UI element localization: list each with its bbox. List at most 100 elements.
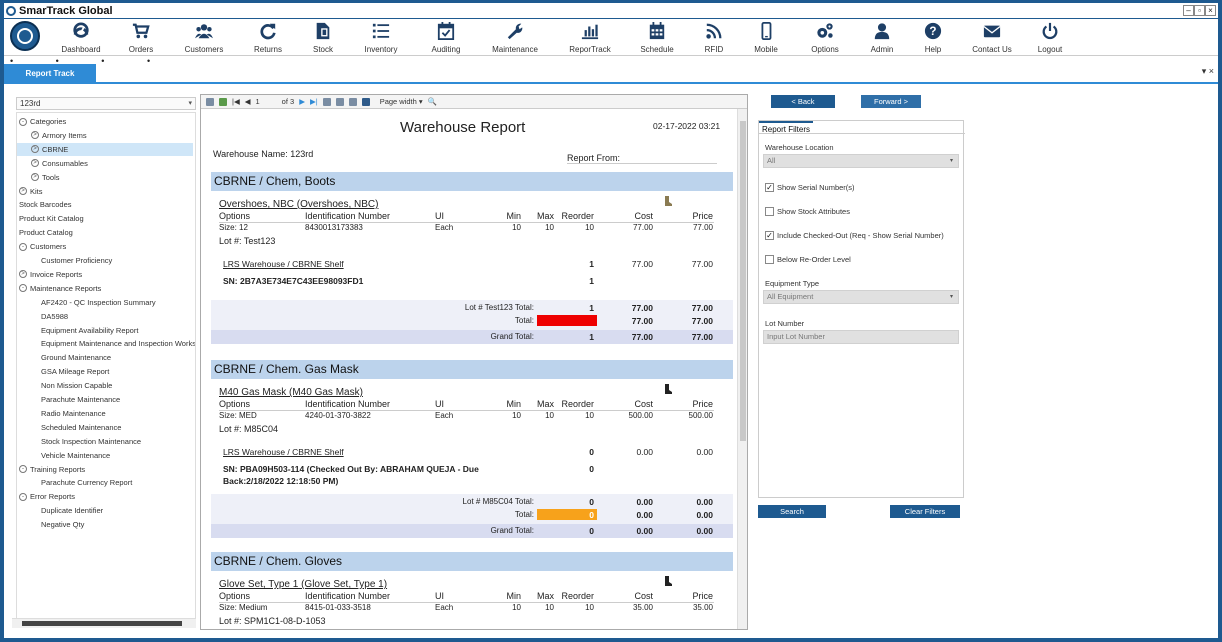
tree-item[interactable]: Stock Inspection Maintenance xyxy=(41,435,141,448)
refresh-report-icon[interactable] xyxy=(219,97,227,106)
nav-stock[interactable]: Stock xyxy=(310,21,336,55)
collapse-icon[interactable]: - xyxy=(19,465,27,473)
nav-schedule[interactable]: Schedule xyxy=(639,21,675,55)
print-icon[interactable] xyxy=(348,97,357,106)
report-title: Warehouse Report xyxy=(400,119,526,136)
nav-reportrack[interactable]: ReporTrack xyxy=(569,21,611,55)
include-checked-out-checkbox[interactable]: ✓ Include Checked-Out (Req - Show Serial … xyxy=(765,231,944,240)
tree-item[interactable]: GSA Mileage Report xyxy=(41,365,109,378)
tree-item[interactable]: AF2420 - QC Inspection Summary xyxy=(41,296,156,309)
first-page-icon[interactable]: |◀ xyxy=(232,97,240,106)
prev-page-icon[interactable]: ◀ xyxy=(244,97,251,106)
tree-item[interactable]: Product Catalog xyxy=(19,226,73,239)
report-vertical-scrollbar[interactable] xyxy=(737,109,747,629)
nav-logout[interactable]: Logout xyxy=(1036,21,1064,55)
tree-item[interactable]: Equipment Maintenance and Inspection Wor… xyxy=(41,337,195,350)
warehouse-location-select[interactable]: All ▾ xyxy=(763,154,959,168)
tree-item[interactable]: Scheduled Maintenance xyxy=(41,421,121,434)
expand-icon[interactable]: > xyxy=(19,270,27,279)
collapse-icon[interactable]: - xyxy=(19,284,27,293)
tree-item[interactable]: > Armory Items xyxy=(31,129,87,142)
tree-item[interactable]: - Customers xyxy=(19,240,66,253)
nav-help[interactable]: ? Help xyxy=(922,21,944,55)
tree-item[interactable]: > CBRNE xyxy=(17,142,193,156)
nav-returns[interactable]: Returns xyxy=(253,21,283,55)
tree-item[interactable]: Vehicle Maintenance xyxy=(41,449,110,462)
nav-dashboard[interactable]: Dashboard xyxy=(59,21,103,55)
tree-item[interactable]: Parachute Currency Report xyxy=(41,476,132,489)
tree-item[interactable]: Parachute Maintenance xyxy=(41,393,120,406)
nav-auditing[interactable]: Auditing xyxy=(428,21,464,55)
find-icon[interactable]: 🔍 xyxy=(427,97,437,106)
show-serial-checkbox[interactable]: ✓ Show Serial Number(s) xyxy=(765,183,855,192)
sidebar-horizontal-scrollbar[interactable] xyxy=(12,618,196,628)
checkbox-checked-icon[interactable]: ✓ xyxy=(765,231,774,240)
unit-of-issue: Each xyxy=(435,411,454,420)
tree-item[interactable]: > Tools xyxy=(31,171,60,184)
expand-icon[interactable]: > xyxy=(31,159,39,168)
minimize-button[interactable]: – xyxy=(1183,5,1194,16)
forward-button[interactable]: Forward > xyxy=(861,95,921,108)
close-window-button[interactable]: × xyxy=(1205,5,1216,16)
expand-icon[interactable]: > xyxy=(31,131,39,140)
print-layout-icon[interactable] xyxy=(322,97,331,106)
collapse-icon[interactable]: - xyxy=(19,117,27,126)
page-setup-icon[interactable] xyxy=(335,97,344,106)
stop-icon[interactable] xyxy=(206,97,214,106)
checkbox-unchecked-icon[interactable] xyxy=(765,207,774,216)
nav-rfid[interactable]: RFID xyxy=(704,21,724,55)
tree-item[interactable]: > Invoice Reports xyxy=(19,268,82,281)
tree-item[interactable]: Duplicate Identifier xyxy=(41,504,103,517)
restore-button[interactable]: ▫ xyxy=(1194,5,1205,16)
equipment-type-select[interactable]: All Equipment ▾ xyxy=(763,290,959,304)
zoom-select[interactable]: Page width ▾ xyxy=(379,97,423,106)
tree-item[interactable]: Equipment Availability Report xyxy=(41,324,138,337)
tree-item[interactable]: Non Mission Capable xyxy=(41,379,112,392)
tree-item[interactable]: - Training Reports xyxy=(19,463,85,476)
tree-item[interactable]: Stock Barcodes xyxy=(19,198,72,211)
nav-inventory[interactable]: Inventory xyxy=(364,21,398,55)
nav-admin[interactable]: Admin xyxy=(870,21,894,55)
nav-orders[interactable]: Orders xyxy=(126,21,156,55)
tree-item[interactable]: Customer Proficiency xyxy=(41,254,112,267)
tree-item[interactable]: Ground Maintenance xyxy=(41,351,111,364)
nav-maintenance[interactable]: Maintenance xyxy=(492,21,538,55)
page-number-input[interactable]: 1 xyxy=(255,97,260,106)
collapse-icon[interactable]: - xyxy=(19,242,27,251)
last-page-icon[interactable]: ▶| xyxy=(309,97,318,106)
nav-customers[interactable]: Customers xyxy=(184,21,224,55)
tree-item[interactable]: Negative Qty xyxy=(41,518,84,531)
clear-filters-button[interactable]: Clear Filters xyxy=(890,505,960,518)
page-count: of 3 xyxy=(281,97,295,106)
back-button[interactable]: < Back xyxy=(771,95,835,108)
warehouse-combo[interactable]: 123rd ▾ xyxy=(16,97,196,110)
nav-mobile[interactable]: Mobile xyxy=(753,21,779,55)
tree-item[interactable]: Radio Maintenance xyxy=(41,407,106,420)
tree-item[interactable]: DA5988 xyxy=(41,310,68,323)
nav-contact-us[interactable]: Contact Us xyxy=(970,21,1014,55)
report-filters-tab[interactable]: Report Filters xyxy=(759,121,965,134)
tree-item[interactable]: - Maintenance Reports xyxy=(19,282,101,295)
tab-controls[interactable]: ▾ × xyxy=(1201,66,1214,76)
expand-icon[interactable]: > xyxy=(31,145,39,154)
expand-icon[interactable]: > xyxy=(19,187,27,195)
expand-icon[interactable]: > xyxy=(31,173,39,182)
tree-item[interactable]: - Error Reports xyxy=(19,490,75,503)
main-ribbon: Dashboard Orders Customers Returns Stock… xyxy=(4,19,1218,56)
tree-item[interactable]: Product Kit Catalog xyxy=(19,212,84,225)
nav-options[interactable]: Options xyxy=(808,21,842,55)
checkbox-unchecked-icon[interactable] xyxy=(765,255,774,264)
collapse-icon[interactable]: - xyxy=(19,492,27,501)
search-button[interactable]: Search xyxy=(758,505,826,518)
checkbox-checked-icon[interactable]: ✓ xyxy=(765,183,774,192)
show-stock-attributes-checkbox[interactable]: Show Stock Attributes xyxy=(765,207,850,216)
next-page-icon[interactable]: ▶ xyxy=(299,97,305,106)
tree-item-label: DA5988 xyxy=(41,311,69,321)
tree-item[interactable]: > Consumables xyxy=(31,157,88,170)
tree-item[interactable]: - Categories xyxy=(19,115,66,128)
tree-item[interactable]: > Kits xyxy=(19,185,43,198)
below-reorder-checkbox[interactable]: Below Re-Order Level xyxy=(765,255,851,264)
lot-number-input[interactable]: Input Lot Number xyxy=(763,330,959,344)
tab-report-track[interactable]: Report Track xyxy=(4,64,96,83)
export-icon[interactable] xyxy=(361,97,370,106)
